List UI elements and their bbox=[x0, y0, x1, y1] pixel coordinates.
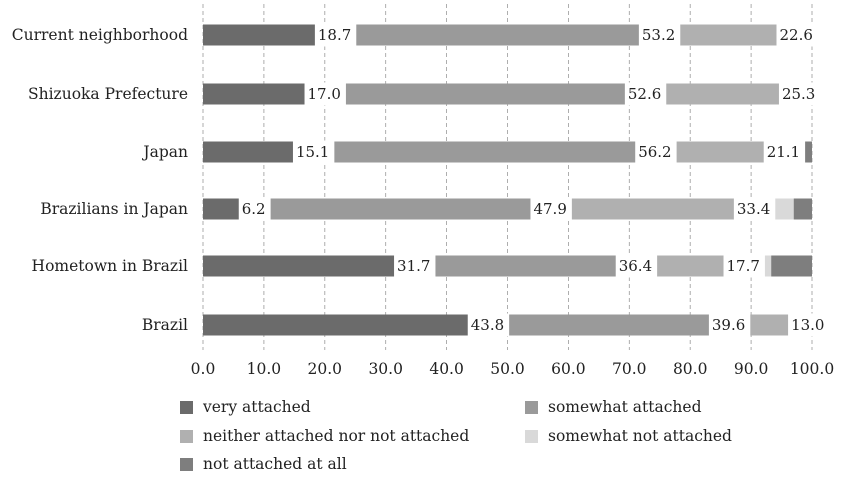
category-labels: Current neighborhood Shizuoka Prefecture J… bbox=[12, 26, 188, 334]
bar-segment bbox=[316, 24, 641, 46]
data-label: 39.6 bbox=[712, 316, 745, 334]
bar-segment bbox=[203, 83, 307, 105]
data-label-background bbox=[314, 23, 357, 47]
legend-swatch bbox=[525, 429, 538, 443]
data-label: 25.3 bbox=[782, 85, 815, 103]
bar-segment bbox=[396, 255, 618, 277]
x-tick-label: 80.0 bbox=[673, 360, 708, 378]
bar-segment bbox=[469, 314, 711, 336]
x-tick-label: 0.0 bbox=[191, 360, 216, 378]
bar-segment bbox=[203, 314, 470, 336]
data-label: 33.4 bbox=[737, 200, 770, 218]
data-label-background bbox=[292, 140, 335, 164]
category-label: Shizuoka Prefecture bbox=[28, 85, 188, 103]
category-label: Current neighborhood bbox=[12, 26, 188, 44]
bar-segment bbox=[771, 255, 812, 277]
data-label: 52.6 bbox=[628, 85, 661, 103]
legend-item: somewhat attached bbox=[525, 398, 702, 416]
x-tick-label: 100.0 bbox=[790, 360, 834, 378]
bar-segment bbox=[793, 198, 812, 220]
legend-label: very attached bbox=[203, 398, 311, 416]
legend-swatch bbox=[180, 457, 193, 471]
data-label-background bbox=[708, 313, 751, 337]
legend-swatch bbox=[180, 400, 193, 414]
data-label-background bbox=[776, 23, 818, 47]
data-label: 21.1 bbox=[767, 143, 800, 161]
x-axis-ticks: 0.0 10.0 20.0 30.0 40.0 50.0 60.0 70.0 80.0 90.0 1… bbox=[191, 360, 835, 378]
data-label: 43.8 bbox=[471, 316, 504, 334]
data-label-background bbox=[638, 23, 681, 47]
data-label-background bbox=[778, 82, 821, 106]
data-label-background bbox=[624, 82, 667, 106]
bar-segment bbox=[240, 198, 533, 220]
legend-item: very attached bbox=[180, 398, 311, 416]
category-label: Hometown in Brazil bbox=[32, 257, 188, 275]
legend-label: somewhat attached bbox=[548, 398, 702, 416]
legend-label: not attached at all bbox=[203, 455, 347, 473]
data-label-background bbox=[615, 254, 658, 278]
data-label-background bbox=[304, 82, 346, 106]
legend-swatch bbox=[180, 429, 193, 443]
data-label: 15.1 bbox=[296, 143, 329, 161]
data-label-background bbox=[763, 140, 806, 164]
gridlines bbox=[202, 4, 813, 350]
category-label: Brazilians in Japan bbox=[40, 200, 188, 218]
data-label-background bbox=[733, 197, 776, 221]
data-label: 47.9 bbox=[533, 200, 566, 218]
data-label: 6.2 bbox=[242, 200, 266, 218]
data-label-background bbox=[530, 197, 572, 221]
x-tick-label: 90.0 bbox=[734, 360, 769, 378]
x-tick-label: 30.0 bbox=[368, 360, 403, 378]
category-label: Japan bbox=[141, 143, 188, 161]
data-label: 53.2 bbox=[642, 26, 675, 44]
data-label-background bbox=[723, 254, 765, 278]
data-label: 13.0 bbox=[791, 316, 824, 334]
bar-segment bbox=[306, 83, 627, 105]
x-tick-label: 10.0 bbox=[247, 360, 282, 378]
data-label: 17.7 bbox=[727, 257, 760, 275]
x-tick-label: 70.0 bbox=[612, 360, 647, 378]
data-label-background bbox=[394, 254, 436, 278]
data-label-background bbox=[238, 197, 271, 221]
data-label: 22.6 bbox=[780, 26, 813, 44]
data-label: 31.7 bbox=[397, 257, 430, 275]
x-tick-label: 40.0 bbox=[429, 360, 464, 378]
data-label-background bbox=[635, 140, 677, 164]
legend-label: neither attached nor not attached bbox=[203, 427, 470, 445]
legend-item: neither attached nor not attached bbox=[180, 427, 469, 445]
legend-item: not attached at all bbox=[180, 455, 347, 473]
legend-swatch bbox=[525, 400, 538, 414]
bars: 18.7 53.2 22.6 17.0 52.6 25.3 15.1 56.2 21.1 6.2 4… bbox=[203, 23, 830, 337]
category-label: Brazil bbox=[142, 316, 188, 334]
data-label: 18.7 bbox=[318, 26, 351, 44]
bar-segment bbox=[294, 141, 638, 163]
bar-segment bbox=[203, 141, 295, 163]
bar-segment bbox=[203, 198, 241, 220]
bar-segment bbox=[203, 255, 397, 277]
bar-segment bbox=[203, 24, 317, 46]
x-tick-label: 50.0 bbox=[490, 360, 525, 378]
legend-label: somewhat not attached bbox=[548, 427, 732, 445]
x-tick-label: 20.0 bbox=[308, 360, 343, 378]
data-label-background bbox=[788, 313, 830, 337]
data-label: 17.0 bbox=[308, 85, 341, 103]
data-label-background bbox=[467, 313, 510, 337]
legend-item: somewhat not attached bbox=[525, 427, 732, 445]
data-label: 56.2 bbox=[638, 143, 671, 161]
stacked-bar-chart: 18.7 53.2 22.6 17.0 52.6 25.3 15.1 56.2 21.1 6.2 4… bbox=[12, 4, 835, 378]
bar-segment bbox=[802, 141, 812, 163]
bar-segment bbox=[532, 198, 736, 220]
x-tick-label: 60.0 bbox=[551, 360, 586, 378]
data-label: 36.4 bbox=[619, 257, 652, 275]
